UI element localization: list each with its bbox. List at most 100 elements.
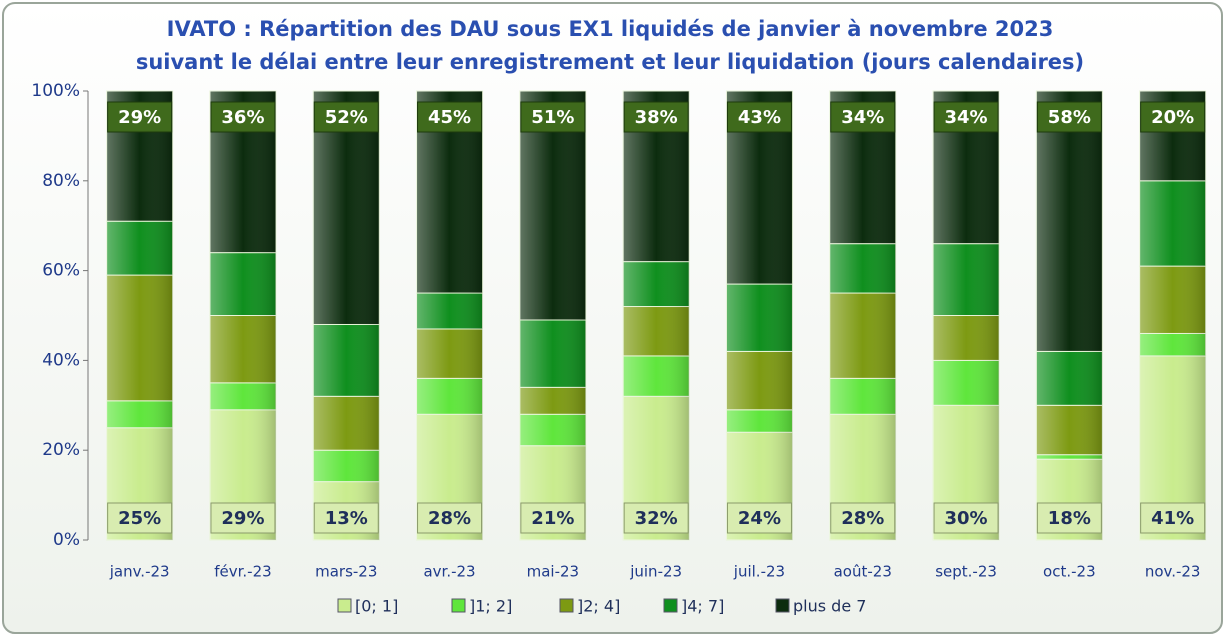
bar-sheen bbox=[933, 243, 1000, 316]
bar-sheen bbox=[623, 261, 690, 307]
x-tick-label: août-23 bbox=[834, 563, 892, 581]
value-label: 52% bbox=[325, 107, 368, 128]
bar-sheen bbox=[1036, 351, 1103, 406]
label-box bbox=[210, 502, 276, 534]
label-box bbox=[107, 502, 173, 534]
bar-sheen bbox=[209, 315, 276, 383]
y-tick-label: 80% bbox=[42, 171, 80, 191]
bar-sheen bbox=[726, 351, 793, 410]
bar-sheen bbox=[416, 293, 483, 329]
value-label: 58% bbox=[1048, 107, 1091, 128]
label-box bbox=[107, 101, 173, 133]
label-box bbox=[830, 502, 896, 534]
label-box bbox=[623, 101, 689, 133]
y-tick-label: 60% bbox=[42, 261, 80, 281]
legend-label: plus de 7 bbox=[793, 597, 866, 616]
legend-label: ]4; 7] bbox=[681, 597, 724, 616]
label-box bbox=[1140, 101, 1206, 133]
value-label: 28% bbox=[841, 508, 884, 529]
bar-sheen bbox=[1139, 180, 1206, 267]
legend-swatch bbox=[451, 598, 466, 613]
y-tick-label: 100% bbox=[31, 81, 80, 101]
bar-sheen bbox=[829, 378, 896, 415]
value-label: 28% bbox=[428, 508, 471, 529]
value-label: 18% bbox=[1048, 508, 1091, 529]
bar-sheen bbox=[933, 315, 1000, 361]
value-label: 21% bbox=[531, 508, 574, 529]
value-label: 41% bbox=[1151, 508, 1194, 529]
legend-label: ]2; 4] bbox=[577, 597, 620, 616]
bar-sheen bbox=[209, 382, 276, 410]
label-box bbox=[417, 101, 483, 133]
bar-sheen bbox=[623, 355, 690, 397]
value-label: 51% bbox=[531, 107, 574, 128]
value-label: 32% bbox=[635, 508, 678, 529]
bar-sheen bbox=[313, 324, 380, 397]
legend-swatch bbox=[663, 598, 678, 613]
bar-sheen bbox=[416, 378, 483, 415]
bar-sheen bbox=[519, 319, 586, 388]
label-box bbox=[520, 101, 586, 133]
x-tick-label: juin-23 bbox=[629, 563, 682, 581]
bar-sheen bbox=[1036, 405, 1103, 455]
label-box bbox=[623, 502, 689, 534]
bar-sheen bbox=[416, 328, 483, 379]
y-tick-label: 20% bbox=[42, 440, 80, 460]
bar-sheen bbox=[313, 450, 380, 482]
label-box bbox=[933, 502, 999, 534]
value-label: 43% bbox=[738, 107, 781, 128]
chart-subtitle: suivant le délai entre leur enregistreme… bbox=[136, 50, 1084, 74]
label-box bbox=[726, 502, 792, 534]
bar-sheen bbox=[1036, 91, 1103, 352]
label-box bbox=[520, 502, 586, 534]
bar-sheen bbox=[313, 396, 380, 451]
label-box bbox=[830, 101, 896, 133]
x-tick-label: nov.-23 bbox=[1145, 563, 1201, 581]
chart-title: IVATO : Répartition des DAU sous EX1 liq… bbox=[167, 17, 1054, 41]
legend-swatch bbox=[559, 598, 574, 613]
value-label: 13% bbox=[325, 508, 368, 529]
x-tick-label: juil.-23 bbox=[733, 563, 785, 581]
label-box bbox=[726, 101, 792, 133]
x-tick-label: avr.-23 bbox=[423, 563, 475, 581]
value-label: 34% bbox=[841, 107, 884, 128]
label-box bbox=[1036, 101, 1102, 133]
bar-sheen bbox=[726, 409, 793, 433]
label-box bbox=[313, 502, 379, 534]
x-tick-label: oct.-23 bbox=[1043, 563, 1096, 581]
label-box bbox=[933, 101, 999, 133]
bar-sheen bbox=[519, 387, 586, 415]
x-tick-label: janv.-23 bbox=[109, 563, 170, 581]
bar-sheen bbox=[106, 400, 173, 428]
value-label: 29% bbox=[221, 508, 264, 529]
legend-swatch bbox=[337, 598, 352, 613]
bar-sheen bbox=[623, 306, 690, 356]
label-box bbox=[313, 101, 379, 133]
bar-sheen bbox=[519, 414, 586, 446]
label-box bbox=[1140, 502, 1206, 534]
y-tick-label: 0% bbox=[53, 530, 80, 550]
value-label: 38% bbox=[635, 107, 678, 128]
bar-sheen bbox=[933, 360, 1000, 406]
value-label: 45% bbox=[428, 107, 471, 128]
bar-sheen bbox=[726, 284, 793, 352]
value-label: 30% bbox=[945, 508, 988, 529]
value-label: 24% bbox=[738, 508, 781, 529]
label-box bbox=[417, 502, 483, 534]
x-tick-label: févr.-23 bbox=[214, 563, 271, 581]
label-box bbox=[1036, 502, 1102, 534]
value-label: 25% bbox=[118, 508, 161, 529]
bar-sheen bbox=[209, 252, 276, 316]
bar-sheen bbox=[1036, 454, 1103, 460]
bar-sheen bbox=[829, 293, 896, 379]
value-label: 36% bbox=[221, 107, 264, 128]
bar-sheen bbox=[1139, 266, 1206, 334]
x-tick-label: mars-23 bbox=[315, 563, 377, 581]
value-label: 20% bbox=[1151, 107, 1194, 128]
y-tick-label: 40% bbox=[42, 350, 80, 370]
bar-sheen bbox=[106, 275, 173, 401]
legend-label: ]1; 2] bbox=[469, 597, 512, 616]
value-label: 29% bbox=[118, 107, 161, 128]
